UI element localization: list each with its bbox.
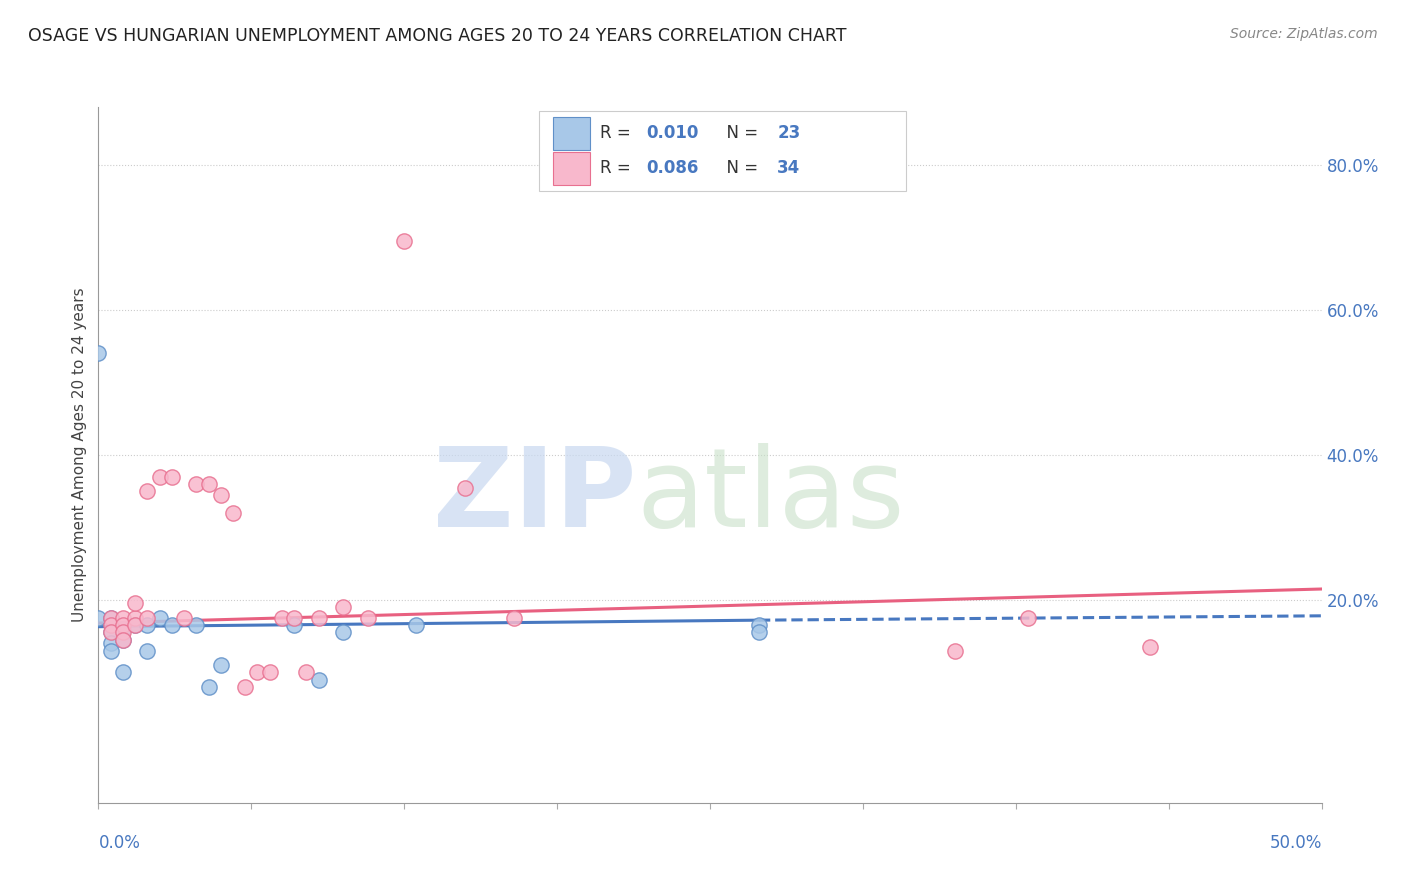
Text: R =: R = — [600, 160, 636, 178]
Text: 0.010: 0.010 — [647, 125, 699, 143]
Y-axis label: Unemployment Among Ages 20 to 24 years: Unemployment Among Ages 20 to 24 years — [72, 287, 87, 623]
Text: OSAGE VS HUNGARIAN UNEMPLOYMENT AMONG AGES 20 TO 24 YEARS CORRELATION CHART: OSAGE VS HUNGARIAN UNEMPLOYMENT AMONG AG… — [28, 27, 846, 45]
Text: 0.0%: 0.0% — [98, 834, 141, 852]
Text: N =: N = — [716, 125, 763, 143]
Text: 50.0%: 50.0% — [1270, 834, 1322, 852]
Text: 0.086: 0.086 — [647, 160, 699, 178]
Text: atlas: atlas — [637, 443, 905, 550]
Text: N =: N = — [716, 160, 763, 178]
Text: 34: 34 — [778, 160, 800, 178]
Text: ZIP: ZIP — [433, 443, 637, 550]
Legend: Osage, Hungarians: Osage, Hungarians — [575, 888, 845, 892]
Bar — [554, 152, 591, 185]
Text: R =: R = — [600, 125, 636, 143]
FancyBboxPatch shape — [538, 111, 905, 191]
Bar — [554, 117, 591, 150]
Text: 23: 23 — [778, 125, 800, 143]
Text: Source: ZipAtlas.com: Source: ZipAtlas.com — [1230, 27, 1378, 41]
